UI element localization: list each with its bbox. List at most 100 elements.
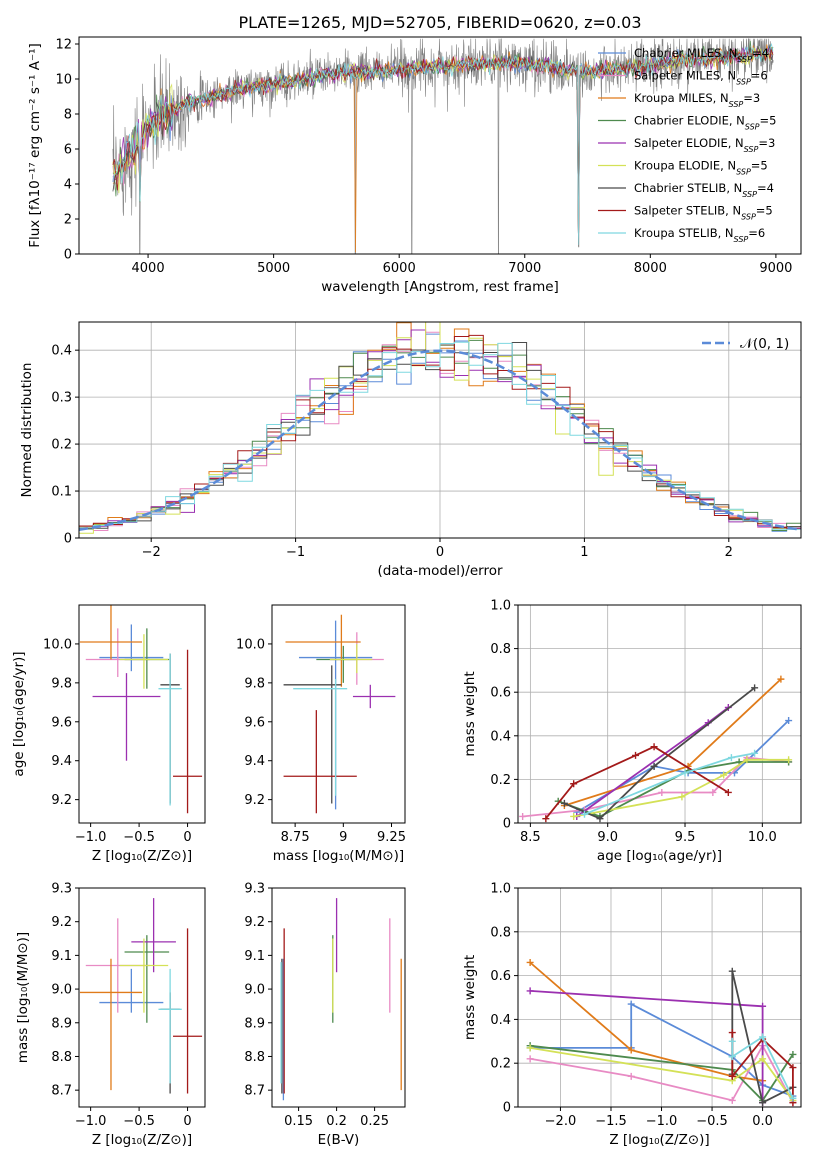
legend-entry: Salpeter MILES, NSSP=6 (634, 69, 768, 87)
plus-marker (570, 780, 578, 788)
y-tick-label: 8.9 (51, 1016, 72, 1031)
y-tick-label: 8.8 (244, 1050, 265, 1065)
plus-marker (650, 743, 658, 751)
y-tick-label: 9.3 (51, 882, 72, 897)
axes-frame (271, 887, 406, 1108)
error-bar-point (158, 968, 182, 1084)
panel-7: −2.0 −1.5 −1.0 −0.5 0.0 0 0.2 0.4 0.6 0.8 1.0 Z [lo… (462, 882, 802, 1148)
y-tick-label: 10 (55, 73, 72, 88)
x-tick-label: 9.0 (597, 830, 618, 845)
y-tick-label: 9.3 (244, 882, 265, 897)
plus-marker (709, 788, 717, 796)
y-tick-label: 0 (503, 1101, 511, 1116)
plus-marker (728, 1072, 736, 1080)
legend-entry: Chabrier ELODIE, NSSP=5 (634, 114, 776, 132)
normal-reference-curve (79, 349, 801, 532)
error-bar-point (99, 624, 164, 672)
x-tick-label: 0.0 (752, 1114, 773, 1129)
panel-3: 8.75 9 9.25 9.2 9.4 9.6 9.8 10.0 mass [log₁₀(M/M… (236, 604, 406, 864)
mass-weight-series (570, 756, 793, 820)
panel-0: 4000 5000 6000 7000 8000 9000 0 2 4 6 8 10 12 wavelen… (27, 13, 802, 295)
axes-frame (271, 604, 406, 824)
y-tick-label: 8.8 (51, 1050, 72, 1065)
plot-area-7 (526, 958, 797, 1107)
y-axis-label: mass weight (462, 671, 478, 756)
series-line (731, 970, 794, 1104)
x-tick-label: 0 (183, 830, 191, 845)
plot-area-5 (79, 898, 203, 1094)
x-tick-label: 8.75 (281, 830, 310, 845)
error-bar-point (283, 710, 357, 814)
x-tick-label: 0.25 (360, 1114, 389, 1129)
plus-marker (526, 1055, 534, 1063)
series-line (564, 687, 756, 820)
mass-weight-series (560, 684, 759, 823)
x-tick-label: 8.5 (520, 830, 541, 845)
x-tick-label: 0.15 (284, 1114, 313, 1129)
x-tick-label: −1 (286, 545, 305, 560)
series-line (564, 678, 782, 807)
legend-entry: 𝒩(0, 1) (740, 336, 789, 352)
series-line (529, 1044, 794, 1102)
plus-marker (789, 1094, 797, 1102)
plus-marker (542, 815, 550, 823)
y-tick-label: 0.2 (51, 438, 72, 453)
frame-4: 8.5 9.0 9.5 10.0 0 0.2 0.4 0.6 0.8 1.0 age [log₁₀(… (462, 599, 802, 864)
y-tick-label: 1.0 (490, 599, 511, 614)
y-tick-label: 9.2 (244, 915, 265, 930)
y-axis-label: Flux [fλ10⁻¹⁷ erg cm⁻² s⁻¹ A⁻¹] (27, 43, 43, 248)
panel-2: −1.0 −0.5 0 9.2 9.4 9.6 9.8 10.0 Z [log₁₀(Z/Z⊙)]… (11, 604, 206, 864)
x-axis-label: E(B-V) (318, 1132, 360, 1148)
error-bar-point (79, 605, 142, 660)
plot-area-1 (79, 322, 801, 534)
y-tick-label: 8 (64, 108, 72, 123)
series-line (529, 1047, 794, 1101)
plus-marker (526, 1044, 534, 1052)
x-tick-label: 0.2 (326, 1114, 347, 1129)
plus-marker (720, 771, 728, 779)
y-axis-label: Normed distribution (19, 363, 35, 498)
x-tick-label: 9.25 (377, 830, 406, 845)
plus-marker (650, 762, 658, 770)
error-bar-point (79, 958, 142, 1091)
x-axis-label: (data-model)/error (377, 563, 503, 579)
plus-marker (627, 1000, 635, 1008)
x-axis-label: mass [log₁₀(M/M⊙)] (273, 848, 404, 864)
y-tick-label: 6 (64, 143, 72, 158)
axes-frame (78, 604, 206, 824)
plus-marker (658, 788, 666, 796)
plus-marker (596, 815, 604, 823)
x-tick-label: 2 (725, 545, 733, 560)
x-tick-label: 0 (436, 545, 444, 560)
frame-1: −2 −1 0 1 2 0 0.1 0.2 0.3 0.4 (data-model)/error No… (19, 321, 802, 579)
error-bar-point (119, 634, 169, 689)
x-tick-label: 6000 (383, 261, 416, 276)
frame-0: 4000 5000 6000 7000 8000 9000 0 2 4 6 8 10 12 wavelen… (27, 13, 802, 295)
axes-frame (517, 887, 802, 1108)
error-bar-point (124, 935, 170, 1023)
y-tick-label: 4 (64, 178, 72, 193)
plus-marker (678, 793, 686, 801)
x-tick-label: −1.0 (646, 1114, 678, 1129)
y-tick-label: 9.2 (51, 793, 72, 808)
x-axis-label: wavelength [Angstrom, rest frame] (321, 279, 559, 295)
y-tick-label: 8.9 (244, 1016, 265, 1031)
error-bar-point (285, 614, 361, 687)
mass-weight-series (580, 749, 759, 818)
panel-1: −2 −1 0 1 2 0 0.1 0.2 0.3 0.4 (data-model)/error No… (19, 321, 802, 579)
legend-entry: Chabrier STELIB, NSSP=4 (634, 181, 774, 199)
plus-marker (728, 1053, 736, 1061)
legend-entry: Kroupa MILES, NSSP=3 (634, 91, 760, 109)
plus-marker (789, 1050, 797, 1058)
x-tick-label: 8000 (634, 261, 667, 276)
frame-2: −1.0 −0.5 0 9.2 9.4 9.6 9.8 10.0 Z [log₁₀(Z/Z⊙)]… (11, 604, 206, 864)
y-tick-label: 9.2 (51, 915, 72, 930)
series-line (522, 756, 789, 818)
plus-marker (751, 749, 759, 757)
y-tick-label: 9.6 (51, 715, 72, 730)
x-tick-label: 0 (183, 1114, 191, 1129)
plus-marker (751, 684, 759, 692)
y-tick-label: 9.4 (51, 754, 72, 769)
error-bar-point (119, 938, 169, 1013)
x-tick-label: −1.0 (75, 1114, 107, 1129)
